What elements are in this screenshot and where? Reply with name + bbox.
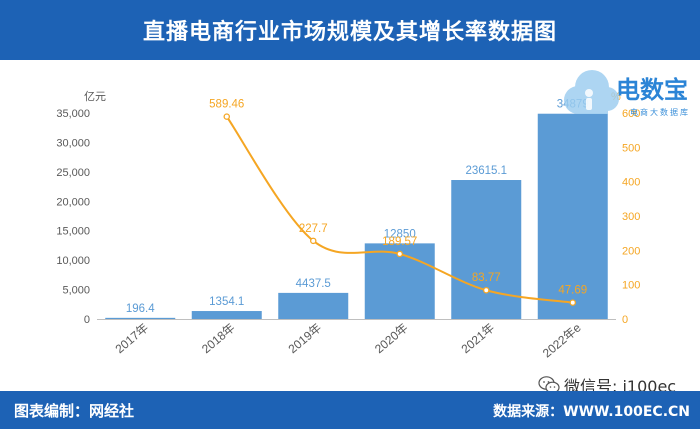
x-category-label: 2018年	[199, 321, 238, 357]
y-left-tick-label: 15,000	[56, 226, 90, 238]
line-point-3	[396, 250, 403, 258]
x-category-label: 2021年	[459, 321, 498, 357]
bar-1	[191, 311, 262, 319]
bar-4	[451, 180, 522, 319]
chart-compiler: 图表编制：网经社	[14, 402, 135, 420]
y-left-tick-label: 35,000	[56, 108, 90, 120]
y-left-tick-label: 25,000	[56, 167, 90, 179]
bar-2	[278, 292, 349, 319]
y-right-tick-label: 300	[622, 211, 640, 223]
bar-data-label: 23615.1	[465, 165, 507, 177]
y-right-tick-label: 0	[622, 314, 628, 326]
line-data-label: 589.46	[209, 99, 244, 111]
wechat-icon	[538, 376, 560, 394]
y-left-tick-label: 5,000	[62, 285, 90, 297]
footer-banner: 图表编制：网经社 数据来源：WWW.100EC.CN	[0, 391, 700, 429]
line-data-label: 47.69	[558, 285, 587, 297]
x-category-label: 2017年	[113, 321, 152, 357]
line-data-label: 83.77	[472, 272, 501, 284]
logo-tagline: 电商大数据库	[630, 108, 690, 117]
x-category-label: 2020年	[372, 321, 411, 357]
y-left-unit-label: 亿元	[84, 90, 106, 103]
bar-data-label: 4437.5	[296, 278, 331, 290]
logo-name: 电数宝	[616, 76, 688, 104]
logo: 电数宝 电商大数据库	[560, 62, 694, 124]
y-right-tick-label: 100	[622, 280, 640, 292]
title-banner: 直播电商行业市场规模及其增长率数据图	[0, 0, 700, 60]
x-category-label: 2022年e	[540, 320, 584, 360]
line-point-4	[482, 286, 490, 294]
bar-5	[537, 113, 608, 319]
y-right-tick-label: 200	[622, 245, 640, 257]
bar-data-label: 1354.1	[209, 296, 244, 308]
y-left-tick-label: 20,000	[56, 196, 90, 208]
bar-0	[105, 317, 176, 319]
bar-data-label: 196.4	[126, 303, 155, 315]
data-source: 数据来源：WWW.100EC.CN	[493, 404, 690, 420]
y-right-tick-label: 600	[622, 108, 640, 120]
x-category-label: 2019年	[286, 321, 325, 357]
y-right-tick-label: 500	[622, 142, 640, 154]
line-point-1	[223, 113, 230, 120]
y-left-tick-label: 10,000	[56, 255, 90, 267]
line-point-2	[309, 237, 317, 245]
bar-data-label: 12850	[384, 228, 416, 240]
growth-rate-line	[225, 116, 573, 304]
y-left-tick-label: 30,000	[56, 137, 90, 149]
line-data-label: 189.57	[382, 236, 417, 248]
cloud-logo-icon	[564, 70, 619, 114]
y-left-tick-label: 0	[84, 314, 90, 326]
y-right-tick-label: 400	[622, 177, 640, 189]
line-point-5	[569, 299, 577, 306]
line-data-label: 227.7	[299, 223, 328, 235]
chart-title: 直播电商行业市场规模及其增长率数据图	[142, 20, 557, 45]
